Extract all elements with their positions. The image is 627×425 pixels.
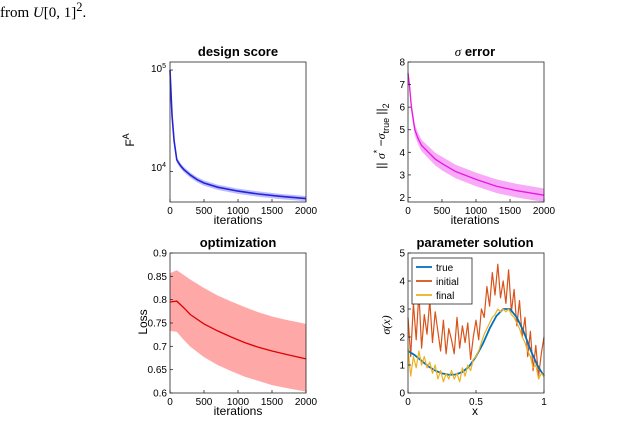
x-tick-label: 1500 bbox=[261, 206, 284, 217]
plot-area: 0 0.5 1 0 1 2 3 4 5 bbox=[399, 249, 547, 409]
legend-label: final bbox=[436, 291, 454, 302]
y-axis-label: σ(x) bbox=[379, 315, 393, 334]
y-tick-label: 0.7 bbox=[153, 342, 167, 353]
x-axis-label: x bbox=[472, 404, 478, 418]
series-line bbox=[169, 300, 307, 360]
legend-label: initial bbox=[436, 277, 459, 288]
x-tick-label: 2000 bbox=[295, 397, 318, 408]
plot-area: 0 500 1000 1500 2000 2 3 4 5 6 7 8 bbox=[399, 58, 555, 218]
chart-title: parameter solution bbox=[416, 235, 533, 250]
y-axis-label: Loss bbox=[136, 309, 150, 334]
y-tick-label: 8 bbox=[399, 58, 405, 69]
y-tick-label: 0.9 bbox=[153, 249, 167, 260]
x-tick-label: 500 bbox=[434, 206, 451, 217]
confidence-band bbox=[170, 67, 306, 202]
x-tick-label: 2000 bbox=[295, 206, 318, 217]
x-tick-label: 0 bbox=[405, 397, 411, 408]
chart-title: σ error bbox=[455, 44, 495, 59]
caption-prefix: from bbox=[0, 5, 33, 21]
x-tick-label: 1 bbox=[541, 397, 547, 408]
caption-suffix: [0, 1] bbox=[43, 5, 77, 21]
x-axis-label: iterations bbox=[214, 213, 263, 227]
legend: true initial final bbox=[411, 257, 473, 305]
axes-box bbox=[169, 61, 307, 203]
y-tick-label: 6 bbox=[399, 103, 405, 114]
y-tick-label: 104 bbox=[151, 162, 166, 174]
y-tick-label: 0.65 bbox=[148, 365, 168, 376]
caption-sup: 2 bbox=[76, 0, 83, 14]
y-tick-label: 5 bbox=[399, 125, 405, 136]
x-tick-label: 1500 bbox=[499, 206, 522, 217]
confidence-band bbox=[170, 270, 306, 392]
y-tick-label: 3 bbox=[399, 170, 405, 181]
y-tick-label: 0 bbox=[399, 389, 405, 400]
x-tick-label: 500 bbox=[196, 206, 213, 217]
series-line bbox=[407, 73, 545, 196]
y-tick-label: 0.6 bbox=[153, 389, 167, 400]
x-tick-label: 0 bbox=[405, 206, 411, 217]
x-tick-label: 2000 bbox=[533, 206, 556, 217]
x-tick-label: 1000 bbox=[465, 206, 488, 217]
series-line bbox=[169, 69, 307, 200]
x-tick-label: 0.5 bbox=[469, 397, 483, 408]
x-axis-label: iterations bbox=[451, 213, 500, 227]
x-axis-label: iterations bbox=[214, 404, 263, 418]
x-tick-label: 0 bbox=[167, 397, 173, 408]
legend-label: true bbox=[436, 263, 454, 274]
y-tick-label: 0.75 bbox=[148, 319, 168, 330]
y-label-sup: A bbox=[121, 133, 131, 139]
x-tick-label: 0 bbox=[167, 206, 173, 217]
series-line-final bbox=[407, 308, 545, 383]
y-tick-label: 4 bbox=[399, 277, 405, 288]
y-tick-label: 0.85 bbox=[148, 272, 168, 283]
plot-area: 0 500 1000 1500 2000 0.6 0.65 0.7 0.75 0.8 0.85 0.9 bbox=[148, 249, 318, 409]
y-axis-label: FA bbox=[121, 133, 137, 146]
chart-title: design score bbox=[198, 44, 278, 59]
y-tick-label: 2 bbox=[399, 193, 405, 204]
x-tick-label: 500 bbox=[196, 397, 213, 408]
panel-optimization: optimization 0 500 1000 1500 20000.60.650.70… bbox=[136, 235, 318, 418]
plot-area: 0 500 1000 1500 2000 bbox=[167, 61, 318, 217]
caption-italic: U bbox=[32, 5, 44, 21]
y-tick-label: 2 bbox=[399, 333, 405, 344]
y-tick-label: 105 bbox=[151, 63, 166, 75]
x-tick-label: 1500 bbox=[261, 397, 284, 408]
x-tick-label: 1000 bbox=[227, 206, 250, 217]
chart-title: optimization bbox=[200, 235, 277, 250]
y-axis-label: || σ* −σtrue ||2 bbox=[372, 103, 391, 168]
y-label-base: F bbox=[123, 139, 137, 146]
x-tick-label: 1000 bbox=[227, 397, 250, 408]
caption-end: . bbox=[82, 5, 87, 21]
y-tick-label: 3 bbox=[399, 305, 405, 316]
panel-parameter-solution: parameter solution 0 0.5 1 0 1 2 3 4 5 x σ(x) tr… bbox=[379, 235, 547, 418]
caption: from U[0, 1]2. bbox=[0, 0, 86, 22]
y-tick-label: 1 bbox=[399, 361, 405, 372]
panel-design-score: design score 0 500 1000 1500 2000 iterations… bbox=[121, 44, 318, 227]
y-tick-label: 7 bbox=[399, 80, 405, 91]
y-tick-label: 0.8 bbox=[153, 295, 167, 306]
y-tick-label: 5 bbox=[399, 249, 405, 260]
confidence-band bbox=[408, 67, 544, 202]
panel-sigma-error: σ error 0 500 1000 1500 2000 2 3 4 5 6 7 8 iteratio… bbox=[372, 44, 556, 227]
y-tick-label: 4 bbox=[399, 148, 405, 159]
